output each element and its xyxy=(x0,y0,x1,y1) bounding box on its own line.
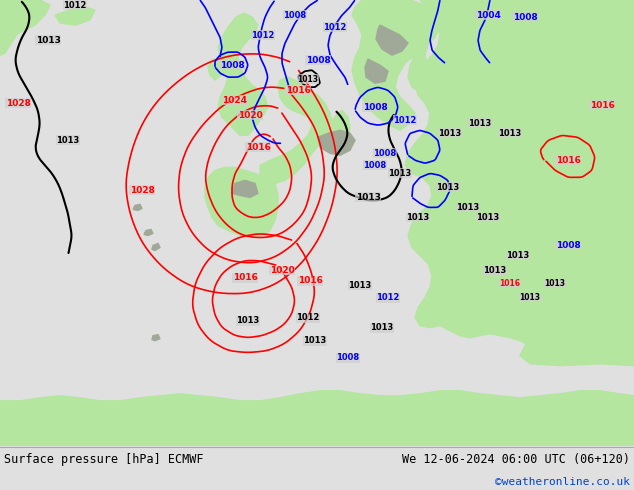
Text: We 12-06-2024 06:00 UTC (06+120): We 12-06-2024 06:00 UTC (06+120) xyxy=(402,453,630,466)
Text: 1013: 1013 xyxy=(348,281,372,290)
Text: 1016: 1016 xyxy=(245,143,271,152)
Text: 1016: 1016 xyxy=(555,156,581,165)
Polygon shape xyxy=(0,0,20,55)
Text: 1013: 1013 xyxy=(36,36,60,45)
Text: 1008: 1008 xyxy=(363,161,387,170)
Polygon shape xyxy=(208,57,230,80)
Text: 1012: 1012 xyxy=(323,23,347,31)
Text: 1013: 1013 xyxy=(56,136,80,145)
Text: 1013: 1013 xyxy=(456,203,480,212)
Polygon shape xyxy=(520,316,634,366)
Polygon shape xyxy=(365,59,388,83)
Text: 1013: 1013 xyxy=(236,316,260,325)
Text: 1020: 1020 xyxy=(238,111,262,120)
Text: 1012: 1012 xyxy=(251,30,275,40)
Text: 1012: 1012 xyxy=(63,0,87,9)
Polygon shape xyxy=(405,0,634,361)
Polygon shape xyxy=(376,25,408,55)
Text: 1013: 1013 xyxy=(469,119,491,128)
Polygon shape xyxy=(205,168,278,238)
Polygon shape xyxy=(55,7,95,25)
Text: 1028: 1028 xyxy=(6,98,30,108)
Text: 1008: 1008 xyxy=(513,13,538,22)
Text: 1016: 1016 xyxy=(285,86,311,95)
Text: 1008: 1008 xyxy=(373,149,396,158)
Text: 1013: 1013 xyxy=(476,213,500,222)
Polygon shape xyxy=(443,241,480,268)
Text: 1013: 1013 xyxy=(356,193,380,202)
Text: 1016: 1016 xyxy=(590,101,614,110)
Text: 1013: 1013 xyxy=(483,266,507,275)
Polygon shape xyxy=(0,0,50,55)
Polygon shape xyxy=(218,13,268,135)
Text: 1008: 1008 xyxy=(306,56,330,65)
Text: 1013: 1013 xyxy=(545,279,566,288)
Polygon shape xyxy=(318,130,355,155)
Text: 1016: 1016 xyxy=(233,273,257,282)
Text: 1008: 1008 xyxy=(363,103,387,112)
Text: Surface pressure [hPa] ECMWF: Surface pressure [hPa] ECMWF xyxy=(4,453,204,466)
Text: 1013: 1013 xyxy=(436,183,460,192)
Text: 1013: 1013 xyxy=(304,336,327,345)
Text: 1013: 1013 xyxy=(389,169,411,178)
Text: 1013: 1013 xyxy=(406,213,430,222)
Text: 1028: 1028 xyxy=(129,186,155,195)
Text: 1013: 1013 xyxy=(438,129,462,138)
Text: 1008: 1008 xyxy=(219,61,244,70)
Text: 1020: 1020 xyxy=(269,266,294,275)
Text: 1013: 1013 xyxy=(297,74,318,84)
Polygon shape xyxy=(232,180,258,197)
Polygon shape xyxy=(0,391,634,446)
Polygon shape xyxy=(152,244,160,250)
Text: 1016: 1016 xyxy=(500,279,521,288)
Polygon shape xyxy=(133,204,142,210)
Text: 1016: 1016 xyxy=(297,276,323,285)
Polygon shape xyxy=(408,0,460,93)
Text: 1012: 1012 xyxy=(393,116,417,125)
Polygon shape xyxy=(260,77,332,183)
Text: 1013: 1013 xyxy=(498,129,522,138)
Polygon shape xyxy=(152,335,160,341)
Text: 1004: 1004 xyxy=(476,10,500,20)
Text: 1013: 1013 xyxy=(507,251,529,260)
Text: 1008: 1008 xyxy=(337,353,359,362)
Polygon shape xyxy=(352,0,440,130)
Polygon shape xyxy=(328,110,350,150)
Text: 1008: 1008 xyxy=(555,241,580,250)
Text: 1013: 1013 xyxy=(519,293,541,302)
Text: 1008: 1008 xyxy=(283,10,307,20)
Text: 1012: 1012 xyxy=(377,293,399,302)
Text: 1024: 1024 xyxy=(223,96,247,105)
Polygon shape xyxy=(144,229,153,236)
Text: 1012: 1012 xyxy=(296,313,320,322)
Text: 1013: 1013 xyxy=(370,323,394,332)
Text: ©weatheronline.co.uk: ©weatheronline.co.uk xyxy=(495,477,630,487)
